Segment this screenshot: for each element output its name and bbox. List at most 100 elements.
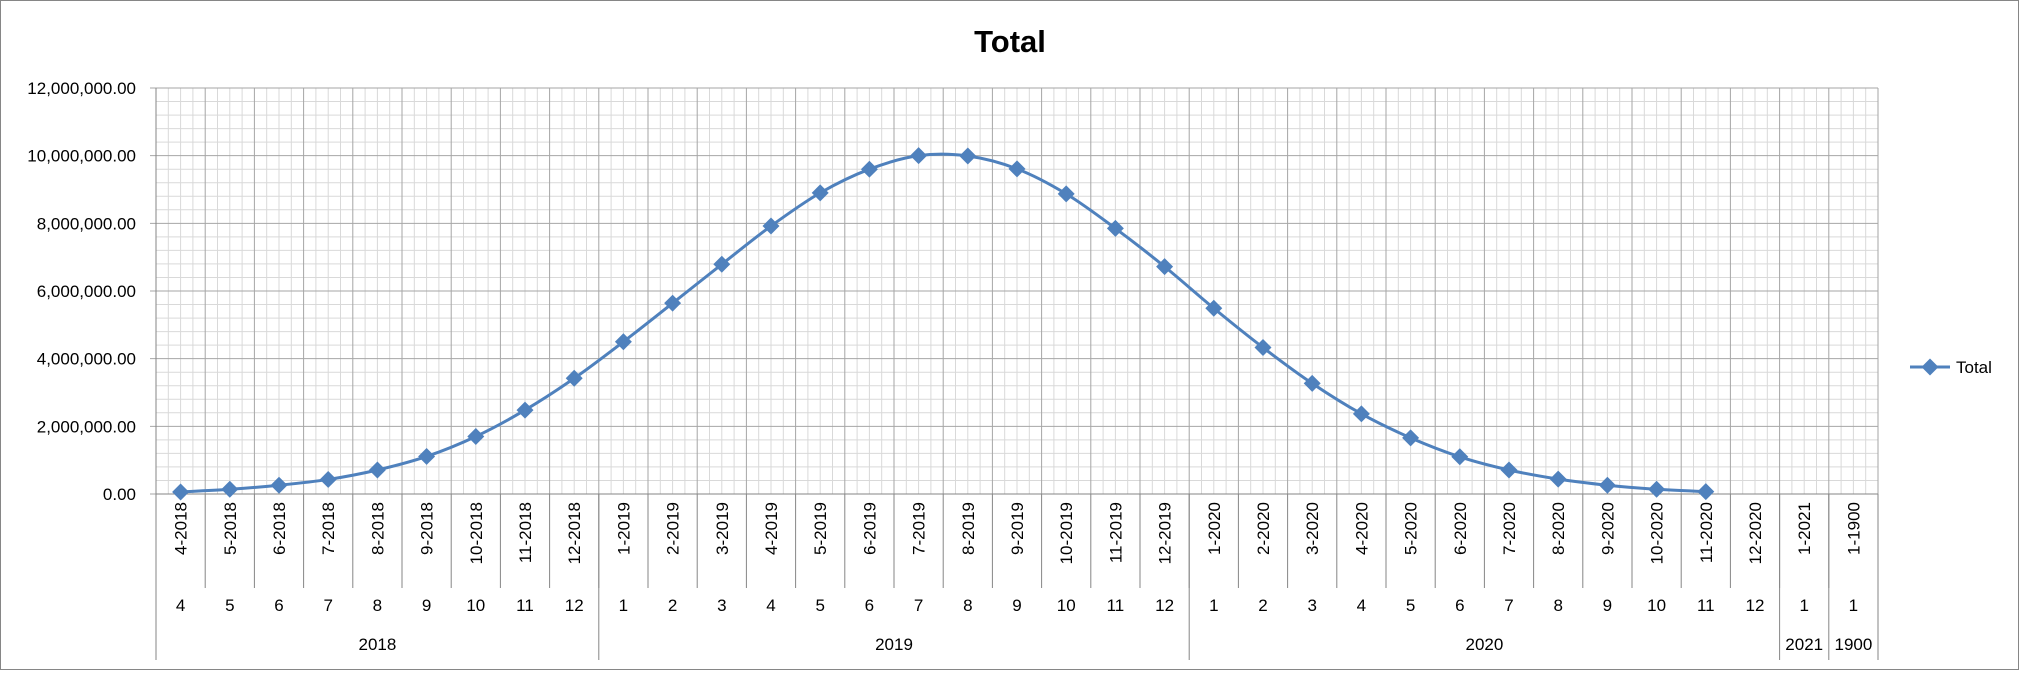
x-category-label: 11-2020 <box>1697 502 1716 563</box>
data-point-marker <box>811 184 829 202</box>
x-category-label: 4-2019 <box>762 502 781 555</box>
major-gridlines <box>150 87 1879 495</box>
x-category-label: 5-2020 <box>1402 502 1421 555</box>
x-category-label: 6-2018 <box>270 502 289 555</box>
y-tick-label: 2,000,000.00 <box>37 417 136 436</box>
x-category-label: 3-2019 <box>713 502 732 555</box>
data-point-marker <box>418 447 436 465</box>
data-point-marker <box>664 294 682 312</box>
x-month-label: 10 <box>1057 596 1076 615</box>
x-category-label: 9-2020 <box>1598 502 1617 555</box>
x-month-label: 11 <box>516 596 534 615</box>
x-month-label: 2 <box>668 596 677 615</box>
x-month-label: 10 <box>466 596 485 615</box>
x-month-label: 1 <box>1799 596 1808 615</box>
y-tick-label: 4,000,000.00 <box>37 350 136 369</box>
x-category-label: 7-2018 <box>319 502 338 555</box>
x-category-label: 10-2018 <box>467 502 486 564</box>
x-category-label: 10-2019 <box>1057 502 1076 564</box>
y-tick-label: 10,000,000.00 <box>27 147 136 166</box>
x-month-label: 3 <box>1307 596 1316 615</box>
x-category-label: 2-2020 <box>1254 502 1273 555</box>
x-category-label: 8-2019 <box>959 502 978 555</box>
x-month-label: 12 <box>1155 596 1174 615</box>
x-category-label: 9-2019 <box>1008 502 1027 555</box>
x-month-label: 8 <box>963 596 972 615</box>
x-category-label: 1-2019 <box>614 502 633 555</box>
y-tick-label: 8,000,000.00 <box>37 214 136 233</box>
x-year-label: 2021 <box>1785 635 1823 654</box>
x-month-label: 5 <box>1406 596 1415 615</box>
data-point-marker <box>959 147 977 165</box>
legend-label: Total <box>1956 358 1992 377</box>
x-month-label: 7 <box>323 596 332 615</box>
x-year-label: 1900 <box>1834 635 1872 654</box>
data-point-marker <box>713 255 731 273</box>
x-month-label: 4 <box>1357 596 1366 615</box>
y-axis: 0.00 2,000,000.00 4,000,000.00 6,000,000.00… <box>27 79 157 504</box>
x-axis: 4-2018 4 5-2018 5 6-2018 6 7-2018 7 8-2018 8 9-201… <box>155 493 1879 660</box>
x-month-label: 10 <box>1647 596 1666 615</box>
x-year-label: 2020 <box>1465 635 1503 654</box>
x-category-label: 5-2018 <box>221 502 240 555</box>
data-point-marker <box>860 160 878 178</box>
x-month-label: 4 <box>176 596 185 615</box>
x-year-label: 2019 <box>875 635 913 654</box>
x-month-label: 9 <box>1603 596 1612 615</box>
x-category-label: 5-2019 <box>811 502 830 555</box>
x-month-label: 7 <box>914 596 923 615</box>
data-point-marker <box>565 369 583 387</box>
x-category-label: 8-2018 <box>368 502 387 555</box>
data-point-marker <box>762 217 780 235</box>
x-month-label: 2 <box>1258 596 1267 615</box>
chart-title: Total <box>974 24 1046 59</box>
data-point-marker <box>319 470 337 488</box>
x-category-label: 6-2019 <box>860 502 879 555</box>
x-category-label: 10-2020 <box>1648 502 1667 564</box>
data-point-marker <box>1008 160 1026 178</box>
x-month-label: 9 <box>1012 596 1021 615</box>
data-point-marker <box>467 427 485 445</box>
x-month-label: 6 <box>1455 596 1464 615</box>
x-month-label: 6 <box>274 596 283 615</box>
x-category-label: 4-2020 <box>1352 502 1371 555</box>
x-category-label: 9-2018 <box>418 502 437 555</box>
x-year-label: 2018 <box>358 635 396 654</box>
x-month-label: 9 <box>422 596 431 615</box>
x-month-label: 8 <box>373 596 382 615</box>
x-month-label: 5 <box>225 596 234 615</box>
x-category-label: 11-2018 <box>516 502 535 563</box>
x-month-label: 1 <box>1209 596 1218 615</box>
x-month-label: 4 <box>766 596 775 615</box>
data-point-marker <box>910 147 928 165</box>
x-month-label: 1 <box>619 596 628 615</box>
y-tick-label: 6,000,000.00 <box>37 282 136 301</box>
x-category-label: 1-1900 <box>1844 502 1863 555</box>
x-month-label: 11 <box>1697 596 1715 615</box>
x-month-label: 11 <box>1107 596 1125 615</box>
x-category-label: 12-2018 <box>565 502 584 564</box>
x-month-label: 12 <box>1746 596 1765 615</box>
x-category-label: 11-2019 <box>1106 502 1125 563</box>
x-category-label: 8-2020 <box>1549 502 1568 555</box>
x-category-label: 4-2018 <box>172 502 191 555</box>
x-category-label: 7-2019 <box>910 502 929 555</box>
data-point-marker <box>516 401 534 419</box>
x-month-label: 5 <box>815 596 824 615</box>
x-month-label: 12 <box>565 596 584 615</box>
x-category-label: 1-2021 <box>1795 502 1814 555</box>
x-month-label: 7 <box>1504 596 1513 615</box>
x-category-label: 12-2020 <box>1746 502 1765 564</box>
x-month-label: 3 <box>717 596 726 615</box>
x-category-label: 1-2020 <box>1205 502 1224 555</box>
y-tick-label: 12,000,000.00 <box>27 79 136 98</box>
x-category-label: 3-2020 <box>1303 502 1322 555</box>
data-point-marker <box>614 333 632 351</box>
x-category-label: 2-2019 <box>664 502 683 555</box>
data-point-marker <box>368 461 386 479</box>
x-month-label: 1 <box>1849 596 1858 615</box>
x-month-label: 6 <box>865 596 874 615</box>
